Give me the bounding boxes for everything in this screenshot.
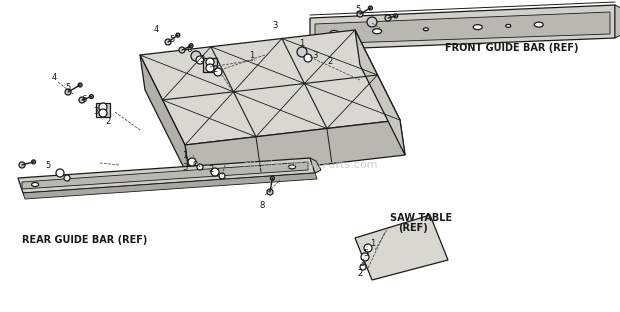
Text: 2: 2	[105, 118, 110, 126]
Circle shape	[165, 39, 171, 45]
Text: 8: 8	[259, 201, 265, 209]
FancyBboxPatch shape	[203, 58, 217, 72]
Text: 3: 3	[272, 21, 278, 30]
Circle shape	[394, 14, 397, 18]
Polygon shape	[355, 215, 448, 280]
Text: 1: 1	[370, 238, 376, 247]
Circle shape	[99, 109, 107, 117]
Polygon shape	[23, 173, 317, 199]
Text: 3: 3	[312, 51, 317, 60]
Polygon shape	[140, 55, 190, 180]
Circle shape	[304, 54, 312, 62]
Circle shape	[179, 47, 185, 53]
Ellipse shape	[534, 22, 543, 27]
Ellipse shape	[506, 24, 511, 27]
Circle shape	[188, 158, 196, 166]
Circle shape	[297, 47, 307, 57]
Text: REAR GUIDE BAR (REF): REAR GUIDE BAR (REF)	[22, 235, 148, 245]
Text: 3: 3	[360, 260, 365, 269]
Circle shape	[367, 17, 377, 27]
Circle shape	[32, 160, 35, 164]
Circle shape	[189, 44, 193, 48]
Polygon shape	[185, 120, 405, 180]
Ellipse shape	[330, 31, 339, 36]
Ellipse shape	[473, 25, 482, 30]
Text: 2: 2	[208, 165, 214, 174]
Text: 6: 6	[81, 95, 87, 105]
Circle shape	[89, 95, 94, 99]
Text: 4: 4	[51, 74, 56, 82]
Polygon shape	[315, 12, 610, 44]
Circle shape	[206, 64, 214, 72]
Circle shape	[270, 176, 275, 180]
Circle shape	[196, 56, 204, 64]
Text: eReplacementParts.com: eReplacementParts.com	[242, 160, 378, 170]
FancyBboxPatch shape	[96, 103, 110, 117]
Polygon shape	[18, 158, 315, 193]
Text: 1: 1	[182, 150, 188, 159]
Circle shape	[368, 6, 373, 10]
Polygon shape	[310, 5, 615, 50]
Text: 3: 3	[182, 163, 188, 173]
Text: 3: 3	[199, 56, 205, 65]
Text: FRONT GUIDE BAR (REF): FRONT GUIDE BAR (REF)	[445, 43, 578, 53]
Circle shape	[211, 168, 219, 176]
Polygon shape	[355, 30, 405, 155]
Circle shape	[385, 15, 391, 21]
Polygon shape	[22, 162, 308, 189]
Ellipse shape	[32, 183, 38, 187]
Text: 5: 5	[65, 84, 71, 92]
Text: 2: 2	[357, 270, 363, 279]
Circle shape	[361, 253, 369, 261]
Text: 5: 5	[363, 250, 369, 259]
Text: 5: 5	[169, 36, 175, 45]
Circle shape	[99, 103, 107, 111]
Circle shape	[65, 89, 71, 95]
Text: 2: 2	[213, 66, 218, 75]
Circle shape	[197, 164, 203, 170]
Circle shape	[64, 175, 70, 181]
Text: 6: 6	[187, 46, 192, 55]
Circle shape	[267, 189, 273, 195]
Circle shape	[79, 97, 85, 103]
Circle shape	[214, 68, 222, 76]
Circle shape	[357, 11, 363, 17]
Circle shape	[56, 169, 64, 177]
Circle shape	[176, 33, 180, 37]
Circle shape	[364, 244, 372, 252]
Circle shape	[191, 51, 201, 61]
Text: 4: 4	[153, 26, 159, 35]
Text: 2: 2	[327, 57, 332, 66]
Ellipse shape	[423, 28, 428, 31]
Ellipse shape	[373, 29, 381, 34]
Polygon shape	[615, 5, 620, 38]
Text: 5: 5	[355, 6, 361, 14]
Circle shape	[19, 162, 25, 168]
Polygon shape	[310, 158, 321, 173]
Circle shape	[78, 83, 82, 87]
Circle shape	[206, 58, 214, 66]
Text: 3: 3	[94, 108, 99, 116]
Text: 1: 1	[249, 51, 255, 60]
Ellipse shape	[288, 165, 296, 169]
Text: SAW TABLE: SAW TABLE	[390, 213, 452, 223]
Circle shape	[360, 264, 366, 270]
Text: 5: 5	[45, 160, 51, 169]
Text: (REF): (REF)	[398, 223, 428, 233]
Circle shape	[219, 173, 225, 179]
Text: c: c	[193, 158, 197, 168]
Text: 1: 1	[299, 40, 304, 48]
Polygon shape	[140, 30, 400, 145]
